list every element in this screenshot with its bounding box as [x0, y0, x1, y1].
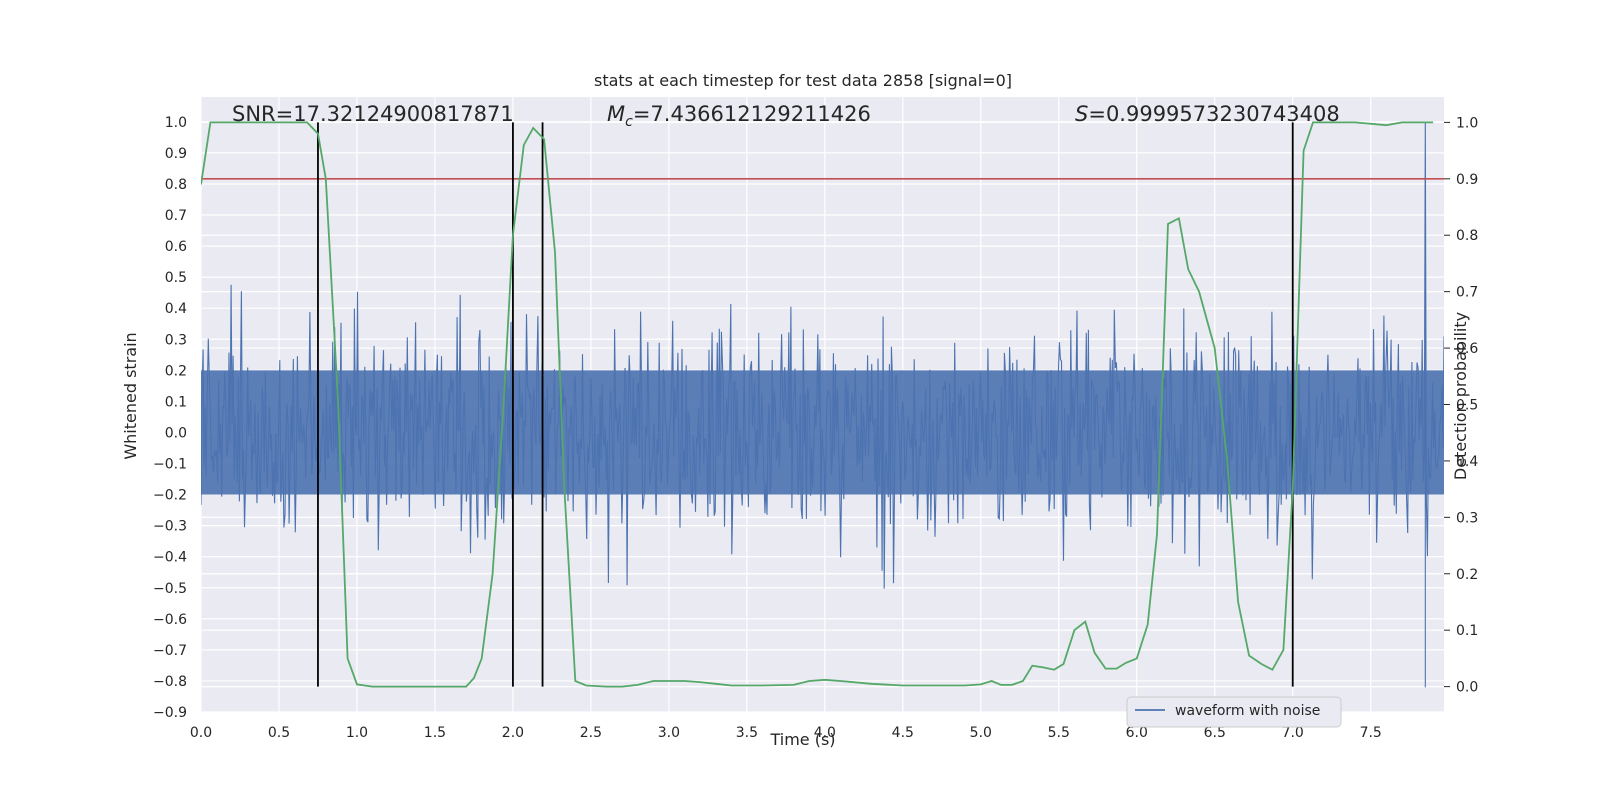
y-tick-label: 0.5	[165, 270, 187, 286]
y2-axis-label: Detection probability	[1451, 312, 1470, 480]
x-tick-label: 4.5	[892, 725, 914, 741]
x-tick-label: 5.0	[970, 725, 992, 741]
y-tick-label: 0.8	[165, 177, 187, 193]
y2-tick-label: 0.6	[1456, 341, 1478, 357]
mc-symbol: M	[607, 102, 625, 126]
y2-tick-label: 0.2	[1456, 567, 1478, 583]
y2-tick-label: 0.7	[1456, 285, 1478, 301]
x-tick-label: 5.5	[1048, 725, 1070, 741]
x-tick-label: 6.0	[1126, 725, 1148, 741]
y2-tick-label: 0.5	[1456, 398, 1478, 414]
y-tick-label: 0.9	[165, 146, 187, 162]
y-tick-label: −0.2	[153, 488, 187, 504]
y2-tick-label: 0.9	[1456, 172, 1478, 188]
waveform-band	[201, 370, 1444, 495]
y-tick-label: −0.7	[153, 643, 187, 659]
mc-value: =7.436612129211426	[633, 102, 871, 126]
y-tick-label: −0.4	[153, 550, 187, 566]
x-ticks: 0.0 0.5 1.0 1.5 2.0 2.5 3.0 3.5 4.0 4.5 5.0 5.5 6.0 6…	[190, 725, 1382, 741]
y2-tick-label: 1.0	[1456, 115, 1478, 131]
y-tick-label: −0.8	[153, 674, 187, 690]
y2-tick-label: 0.4	[1456, 454, 1478, 470]
waveform-series	[201, 121, 1444, 688]
y-tick-label: 0.7	[165, 208, 187, 224]
s-value: =0.9999573230743408	[1088, 102, 1339, 126]
y-tick-label: −0.1	[153, 457, 187, 473]
y2-tick-label: 0.1	[1456, 623, 1478, 639]
y2-tick-label: 0.0	[1456, 680, 1478, 696]
s-annotation: S=0.9999573230743408	[1075, 102, 1340, 126]
chart-title: stats at each timestep for test data 285…	[594, 71, 1012, 90]
y2-ticks: 1.0 0.9 0.8 0.7 0.6 0.5 0.4 0.3 0.2 0.1 0.0	[1444, 115, 1478, 696]
x-tick-label: 1.0	[346, 725, 368, 741]
x-tick-label: 2.5	[580, 725, 602, 741]
x-tick-label: 2.0	[502, 725, 524, 741]
x-tick-label: 3.5	[736, 725, 758, 741]
mc-subscript: c	[625, 114, 633, 130]
y-tick-label: −0.9	[153, 705, 187, 721]
y2-tick-label: 0.3	[1456, 510, 1478, 526]
y-ticks: 1.0 0.9 0.8 0.7 0.6 0.5 0.4 0.3 0.2 0.1 0.0 −0.1 −0.…	[153, 115, 187, 721]
legend-label: waveform with noise	[1175, 703, 1320, 719]
y-tick-label: 0.2	[165, 363, 187, 379]
y-tick-label: 0.0	[165, 425, 187, 441]
y-tick-label: 1.0	[165, 115, 187, 131]
y-tick-label: 0.3	[165, 332, 187, 348]
x-tick-label: 7.5	[1360, 725, 1382, 741]
y-axis-label: Whitened strain	[121, 332, 140, 459]
x-tick-label: 1.5	[424, 725, 446, 741]
probability-line	[201, 121, 1434, 688]
y-tick-label: −0.3	[153, 519, 187, 535]
y-tick-label: 0.1	[165, 394, 187, 410]
mc-annotation: Mc=7.436612129211426	[607, 102, 871, 130]
legend: waveform with noise	[1126, 696, 1342, 728]
legend-box	[1126, 696, 1342, 728]
event-lines	[317, 122, 1294, 687]
x-tick-label: 0.0	[190, 725, 212, 741]
y-tick-label: −0.5	[153, 581, 187, 597]
y-tick-label: 0.4	[165, 301, 187, 317]
x-tick-label: 0.5	[268, 725, 290, 741]
y2-tick-label: 0.8	[1456, 228, 1478, 244]
x-tick-label: 4.0	[814, 725, 836, 741]
y-tick-label: 0.6	[165, 239, 187, 255]
x-tick-label: 7.0	[1282, 725, 1304, 741]
y-tick-label: −0.6	[153, 612, 187, 628]
x-tick-label: 3.0	[658, 725, 680, 741]
s-symbol: S	[1075, 102, 1088, 126]
x-tick-label: 6.5	[1204, 725, 1226, 741]
x-axis-label: Time (s)	[769, 730, 835, 749]
probability-series	[201, 121, 1434, 688]
snr-annotation: SNR=17.32124900817871	[232, 102, 514, 126]
